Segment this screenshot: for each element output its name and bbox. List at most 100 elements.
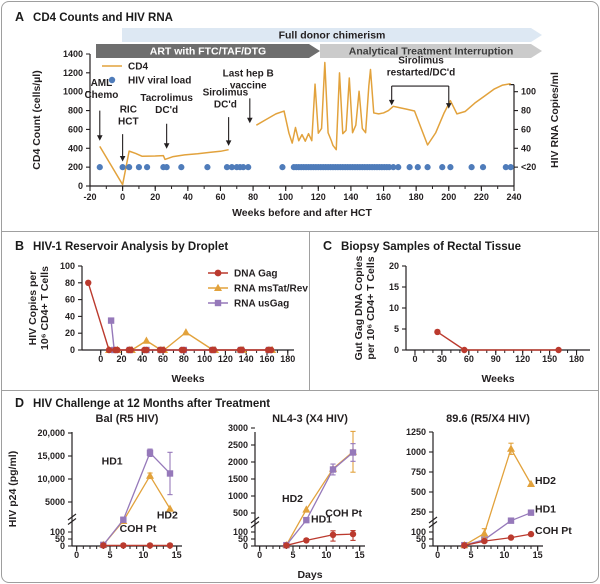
svg-text:HD1: HD1 [535, 504, 556, 516]
svg-text:60: 60 [521, 124, 531, 134]
svg-text:100: 100 [411, 527, 426, 537]
svg-text:30: 30 [437, 354, 447, 364]
svg-text:40: 40 [521, 143, 531, 153]
svg-text:Bal (R5 HIV): Bal (R5 HIV) [96, 413, 159, 425]
svg-text:ART with FTC/TAF/DTG: ART with FTC/TAF/DTG [150, 46, 266, 58]
svg-text:180: 180 [409, 192, 424, 202]
svg-text:0: 0 [120, 192, 125, 202]
rectal-biopsy-chart: 0 30 60 90 120 150 180 Weeks 0 5 10 15 20 Gut Gag DNA… [353, 256, 590, 385]
svg-text:180: 180 [280, 354, 295, 364]
svg-text:240: 240 [506, 192, 521, 202]
svg-text:0: 0 [435, 550, 440, 560]
svg-text:1200: 1200 [63, 68, 83, 78]
svg-text:100: 100 [60, 261, 75, 271]
svg-text:200: 200 [68, 162, 83, 172]
svg-text:80: 80 [65, 278, 75, 288]
svg-text:5000: 5000 [45, 497, 65, 507]
svg-text:HIV RNA Copies/ml: HIV RNA Copies/ml [549, 72, 561, 168]
svg-text:60: 60 [65, 295, 75, 305]
svg-text:10: 10 [321, 550, 331, 560]
svg-text:60: 60 [464, 354, 474, 364]
svg-text:Weeks: Weeks [481, 373, 514, 385]
svg-text:80: 80 [521, 106, 531, 116]
svg-text:<20: <20 [521, 162, 536, 172]
svg-text:5: 5 [394, 324, 399, 334]
svg-text:0: 0 [70, 345, 75, 355]
svg-text:0: 0 [421, 541, 426, 551]
svg-text:3000: 3000 [228, 423, 248, 433]
svg-text:10: 10 [499, 550, 509, 560]
svg-text:Last hep B: Last hep B [223, 69, 274, 80]
svg-text:0: 0 [257, 550, 262, 560]
svg-text:0: 0 [60, 541, 65, 551]
svg-text:10,000: 10,000 [37, 474, 65, 484]
svg-text:DNA Gag: DNA Gag [234, 269, 278, 280]
svg-text:160: 160 [259, 354, 274, 364]
svg-text:20: 20 [65, 328, 75, 338]
panel-c-letter: C [323, 239, 333, 253]
svg-text:600: 600 [68, 124, 83, 134]
svg-text:HD2: HD2 [157, 510, 178, 522]
svg-text:15: 15 [389, 282, 399, 292]
svg-text:RIC: RIC [120, 104, 137, 115]
svg-text:80: 80 [248, 192, 258, 202]
svg-text:1400: 1400 [63, 49, 83, 59]
divider-bc-d [2, 390, 598, 391]
svg-text:HIV Copies per: HIV Copies per [27, 271, 39, 346]
svg-text:500: 500 [233, 508, 248, 518]
svg-text:50: 50 [416, 534, 426, 544]
svg-text:15,000: 15,000 [37, 451, 65, 461]
svg-text:COH Pt: COH Pt [120, 523, 157, 535]
svg-text:20,000: 20,000 [37, 428, 65, 438]
svg-text:HD1: HD1 [102, 455, 123, 467]
panel-b-title: B HIV-1 Reservoir Analysis by Droplet [15, 239, 228, 253]
svg-text:COH Pt: COH Pt [325, 507, 362, 519]
svg-text:AML: AML [91, 78, 113, 89]
svg-text:100: 100 [278, 192, 293, 202]
svg-text:160: 160 [376, 192, 391, 202]
svg-text:20: 20 [116, 354, 126, 364]
svg-text:400: 400 [68, 143, 83, 153]
svg-text:HD2: HD2 [282, 493, 303, 505]
hiv-challenge-nl43-chart: 0 5 10 15Days05010050010001500200025003000N… [228, 413, 365, 581]
svg-text:40: 40 [65, 311, 75, 321]
svg-text:60: 60 [215, 192, 225, 202]
svg-text:vaccine: vaccine [230, 81, 267, 92]
svg-text:1000: 1000 [228, 491, 248, 501]
panel-b-title-text: HIV-1 Reservoir Analysis by Droplet [33, 241, 229, 253]
svg-text:Days: Days [297, 569, 322, 581]
svg-text:140: 140 [343, 192, 358, 202]
svg-text:40: 40 [183, 192, 193, 202]
panel-d-letter: D [15, 396, 25, 410]
svg-text:HCT: HCT [118, 116, 139, 127]
panel-a-title-text: CD4 Counts and HIV RNA [33, 12, 173, 24]
svg-text:5: 5 [468, 550, 473, 560]
svg-text:1500: 1500 [228, 474, 248, 484]
svg-text:90: 90 [491, 354, 501, 364]
svg-text:DC'd: DC'd [155, 105, 178, 116]
divider-a-bc [2, 231, 598, 232]
svg-text:800: 800 [68, 106, 83, 116]
svg-text:HD2: HD2 [535, 475, 556, 487]
svg-text:Weeks before and after HCT: Weeks before and after HCT [232, 207, 372, 219]
svg-text:15: 15 [172, 550, 182, 560]
svg-text:0: 0 [412, 354, 417, 364]
svg-text:220: 220 [474, 192, 489, 202]
svg-text:120: 120 [515, 354, 530, 364]
svg-text:2500: 2500 [228, 440, 248, 450]
svg-text:180: 180 [569, 354, 584, 364]
svg-text:10⁶ CD4+ T Cells: 10⁶ CD4+ T Cells [39, 266, 51, 350]
svg-text:50: 50 [55, 534, 65, 544]
svg-text:80: 80 [179, 354, 189, 364]
svg-text:120: 120 [218, 354, 233, 364]
svg-text:DC'd: DC'd [214, 99, 237, 110]
svg-text:100: 100 [197, 354, 212, 364]
svg-text:Gut Gag DNA Copies: Gut Gag DNA Copies [353, 256, 365, 361]
svg-text:10: 10 [389, 303, 399, 313]
svg-text:750: 750 [411, 467, 426, 477]
svg-text:40: 40 [137, 354, 147, 364]
svg-text:CD4: CD4 [128, 62, 148, 73]
svg-text:Sirolimus: Sirolimus [203, 87, 249, 98]
